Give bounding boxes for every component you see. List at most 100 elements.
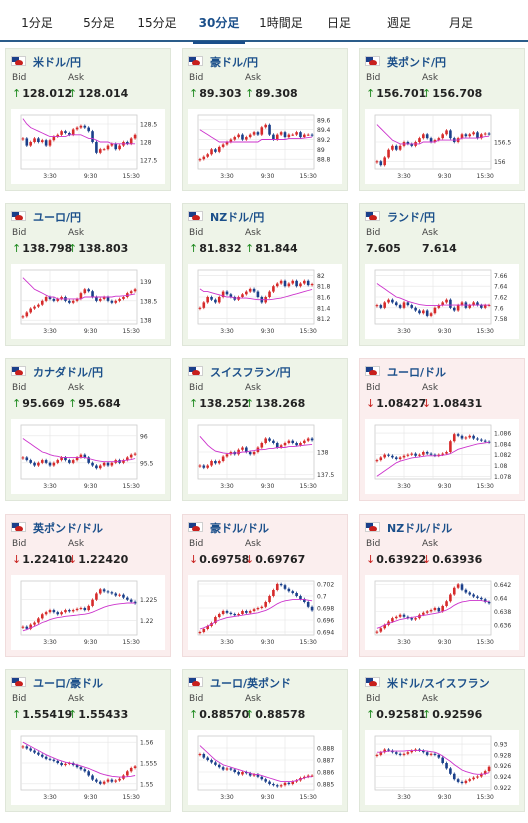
bid-price-value: 128.012 xyxy=(22,87,73,100)
candle-body xyxy=(256,774,260,777)
ask-label: Ask xyxy=(68,694,85,704)
price-chart[interactable]: 1.56 1.555 1.55 3:30 9:30 15:30 xyxy=(11,730,165,805)
currency-card[interactable]: NZドル/ドル Bid Ask ↓0.63922 ↓0.63936 0.642 0.64 0.… xyxy=(359,514,525,657)
pair-title-link[interactable]: 米ドル/円 xyxy=(33,56,82,69)
candle-body xyxy=(303,280,306,284)
currency-card[interactable]: ユーロ/円 Bid Ask ↑138.798 ↑138.803 139 138.5 138 3:… xyxy=(5,203,171,346)
candle-body xyxy=(241,772,244,775)
tab-5[interactable]: 1時間足 xyxy=(259,16,303,30)
price-chart[interactable]: 156.5 156 3:30 9:30 15:30 xyxy=(365,109,519,184)
candle-body xyxy=(25,626,29,629)
price-chart[interactable]: 1.086 1.084 1.082 1.08 1.078 3:30 9:30 15:30 xyxy=(365,419,519,494)
candle-body xyxy=(283,443,287,446)
pair-title-link[interactable]: スイスフラン/円 xyxy=(210,366,291,379)
pair-title-link[interactable]: 英ポンド/円 xyxy=(387,56,447,69)
tab-3[interactable]: 15分足 xyxy=(137,16,177,30)
currency-card[interactable]: ユーロ/英ポンド Bid Ask ↑0.88570 ↑0.88578 0.888 0.887… xyxy=(182,669,348,812)
candle-body xyxy=(402,302,406,308)
x-tick-label: 9:30 xyxy=(84,483,98,490)
candle-body xyxy=(480,597,483,600)
price-chart[interactable]: 0.702 0.7 0.698 0.696 0.694 3:30 9:30 15:30 xyxy=(188,575,342,650)
candle-body xyxy=(410,618,414,620)
candle-body xyxy=(456,434,460,436)
price-chart[interactable]: 96 95.5 3:30 9:30 15:30 xyxy=(11,419,165,494)
candle-body xyxy=(225,142,229,145)
currency-card[interactable]: 米ドル/スイスフラン Bid Ask ↑0.92581 ↑0.92596 0.93 0.92… xyxy=(359,669,525,812)
pair-title-link[interactable]: NZドル/ドル xyxy=(387,522,453,535)
tab-1[interactable]: 1分足 xyxy=(21,16,53,30)
candle-body xyxy=(129,599,133,602)
ask-label: Ask xyxy=(422,73,439,83)
moving-average-line xyxy=(376,283,490,307)
ask-price: ↑1.55433 xyxy=(68,708,128,721)
candle-body xyxy=(287,134,291,138)
tab-8[interactable]: 月足 xyxy=(448,16,473,30)
pair-title-link[interactable]: 豪ドル/ドル xyxy=(210,522,270,535)
tab-4[interactable]: 30分足 xyxy=(190,0,248,44)
x-tick-label: 3:30 xyxy=(43,483,57,490)
pair-title-link[interactable]: ランド/円 xyxy=(387,211,436,224)
candle-body xyxy=(83,454,87,458)
candle-body xyxy=(464,437,468,439)
currency-card[interactable]: ユーロ/ドル Bid Ask ↓1.08427 ↓1.08431 1.086 1.084 1.… xyxy=(359,358,525,501)
candle-body xyxy=(126,597,129,600)
candle-body xyxy=(233,614,237,616)
currency-card[interactable]: ユーロ/豪ドル Bid Ask ↑1.55419 ↑1.55433 1.56 1.555 1.… xyxy=(5,669,171,812)
y-tick-label: 89.4 xyxy=(317,127,331,134)
currency-card[interactable]: ランド/円 Bid Ask 7.605 7.614 7.66 7.64 7.62 7.6 7.58… xyxy=(359,203,525,346)
price-chart[interactable]: 89.6 89.4 89.2 89 88.8 3:30 9:30 15:30 xyxy=(188,109,342,184)
candle-body xyxy=(102,462,106,466)
price-chart[interactable]: 0.642 0.64 0.638 0.636 3:30 9:30 15:30 xyxy=(365,575,519,650)
price-chart[interactable]: 138 137.5 3:30 9:30 15:30 xyxy=(188,419,342,494)
bid-label: Bid xyxy=(189,73,204,83)
tab-2[interactable]: 5分足 xyxy=(83,16,115,30)
currency-card[interactable]: スイスフラン/円 Bid Ask ↑138.252 ↑138.268 138 137.5 3:… xyxy=(182,358,348,501)
currency-card[interactable]: 豪ドル/ドル Bid Ask ↓0.69758 ↓0.69767 0.702 0.7 0.69… xyxy=(182,514,348,657)
candle-body xyxy=(210,461,213,466)
candle-body xyxy=(48,758,52,760)
candle-body xyxy=(283,280,287,287)
pair-title-link[interactable]: 英ポンド/ドル xyxy=(33,522,104,535)
candle-body xyxy=(225,611,229,613)
ask-price-value: 1.22420 xyxy=(78,553,129,566)
currency-card[interactable]: 米ドル/円 Bid Ask ↑128.012 ↑128.014 128.5 128 127.5… xyxy=(5,48,171,191)
tab-6[interactable]: 日足 xyxy=(326,16,351,30)
price-chart[interactable]: 82 81.8 81.6 81.4 81.2 3:30 9:30 15:30 xyxy=(188,264,342,339)
price-chart[interactable]: 7.66 7.64 7.62 7.6 7.58 3:30 9:30 15:30 xyxy=(365,264,519,339)
y-tick-label: 0.888 xyxy=(317,746,334,753)
currency-card[interactable]: カナダドル/円 Bid Ask ↑95.669 ↑95.684 96 95.5 3:30 9:3… xyxy=(5,358,171,501)
pair-title-link[interactable]: カナダドル/円 xyxy=(33,366,104,379)
ask-price-value: 7.614 xyxy=(422,242,457,255)
candle-body xyxy=(122,594,125,598)
currency-card[interactable]: 英ポンド/ドル Bid Ask ↓1.22410 ↓1.22420 1.225 1.22 3:… xyxy=(5,514,171,657)
candle-body xyxy=(394,457,398,460)
pair-title-link[interactable]: 豪ドル/円 xyxy=(210,56,259,69)
y-tick-label: 156.5 xyxy=(494,140,511,147)
candle-body xyxy=(98,781,102,784)
pair-title-link[interactable]: ユーロ/英ポンド xyxy=(210,677,292,690)
currency-card[interactable]: NZドル/円 Bid Ask ↑81.832 ↑81.844 82 81.8 81.6 81.4… xyxy=(182,203,348,346)
price-chart[interactable]: 1.225 1.22 3:30 9:30 15:30 xyxy=(11,575,165,650)
candle-body xyxy=(56,760,60,763)
candle-body xyxy=(406,616,410,619)
price-chart[interactable]: 0.93 0.928 0.926 0.924 0.922 3:30 9:30 15:30 xyxy=(365,730,519,805)
price-chart[interactable]: 128.5 128 127.5 3:30 9:30 15:30 xyxy=(11,109,165,184)
price-chart[interactable]: 0.888 0.887 0.886 0.885 3:30 9:30 15:30 xyxy=(188,730,342,805)
arrow-up-icon: ↑ xyxy=(245,242,255,255)
currency-card[interactable]: 英ポンド/円 Bid Ask ↑156.701 ↑156.708 156.5 156 3:30… xyxy=(359,48,525,191)
candle-body xyxy=(268,781,271,784)
tab-7[interactable]: 週足 xyxy=(386,16,411,30)
arrow-down-icon: ↓ xyxy=(12,553,22,566)
ch-flag-icon xyxy=(188,366,203,376)
candle-body xyxy=(29,460,32,463)
price-chart[interactable]: 139 138.5 138 3:30 9:30 15:30 xyxy=(11,264,165,339)
pair-title-link[interactable]: NZドル/円 xyxy=(210,211,265,224)
currency-card[interactable]: 豪ドル/円 Bid Ask ↑89.303 ↑89.308 89.6 89.4 89.2 89 8… xyxy=(182,48,348,191)
pair-title-link[interactable]: ユーロ/豪ドル xyxy=(33,677,104,690)
pair-title-link[interactable]: ユーロ/円 xyxy=(33,211,82,224)
bid-label: Bid xyxy=(189,694,204,704)
pair-title-link[interactable]: ユーロ/ドル xyxy=(387,366,447,379)
pair-title-link[interactable]: 米ドル/スイスフラン xyxy=(387,677,490,690)
candle-body xyxy=(29,142,32,146)
candle-body xyxy=(106,145,110,150)
